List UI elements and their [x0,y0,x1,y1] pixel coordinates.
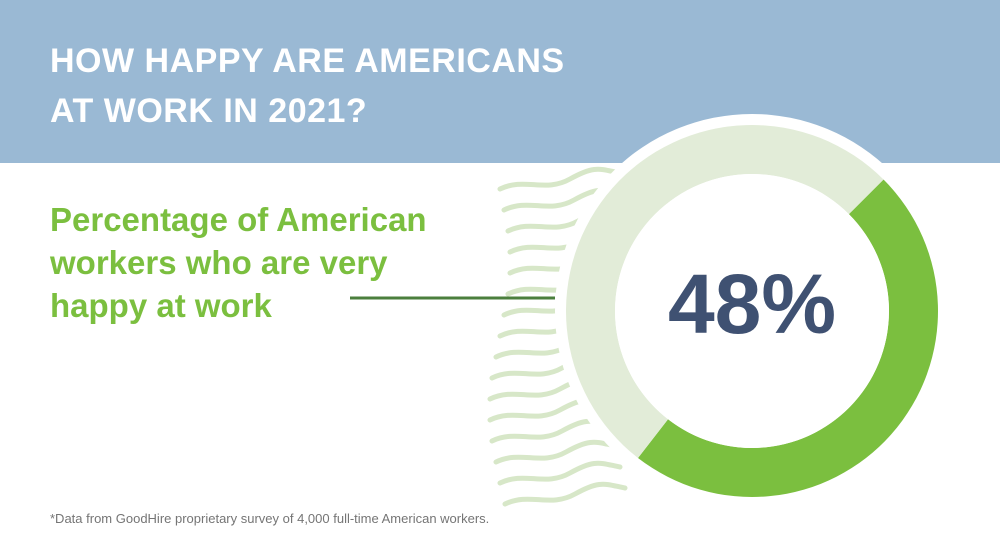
subtitle-line-3: happy at work [50,287,272,324]
donut-inner-circle [615,174,889,448]
percent-value-label: 48% [668,257,836,351]
decorative-line [502,481,628,507]
subtitle-line-1: Percentage of American [50,201,427,238]
chart-subtitle: Percentage of American workers who are v… [50,198,530,327]
subtitle-line-2: workers who are very [50,244,388,281]
donut-segment-remainder [565,124,884,458]
data-source-footnote: *Data from GoodHire proprietary survey o… [50,511,490,526]
title-line-1: HOW HAPPY ARE AMERICANS [50,42,565,80]
donut-segment-very-happy [637,179,938,497]
decorative-line [493,439,619,465]
page-title: HOW HAPPY ARE AMERICANS AT WORK IN 2021? [50,36,650,136]
decorative-line [497,166,623,192]
title-line-2: AT WORK IN 2021? [50,92,368,130]
donut-segments [565,124,938,497]
decorative-line [497,460,623,486]
